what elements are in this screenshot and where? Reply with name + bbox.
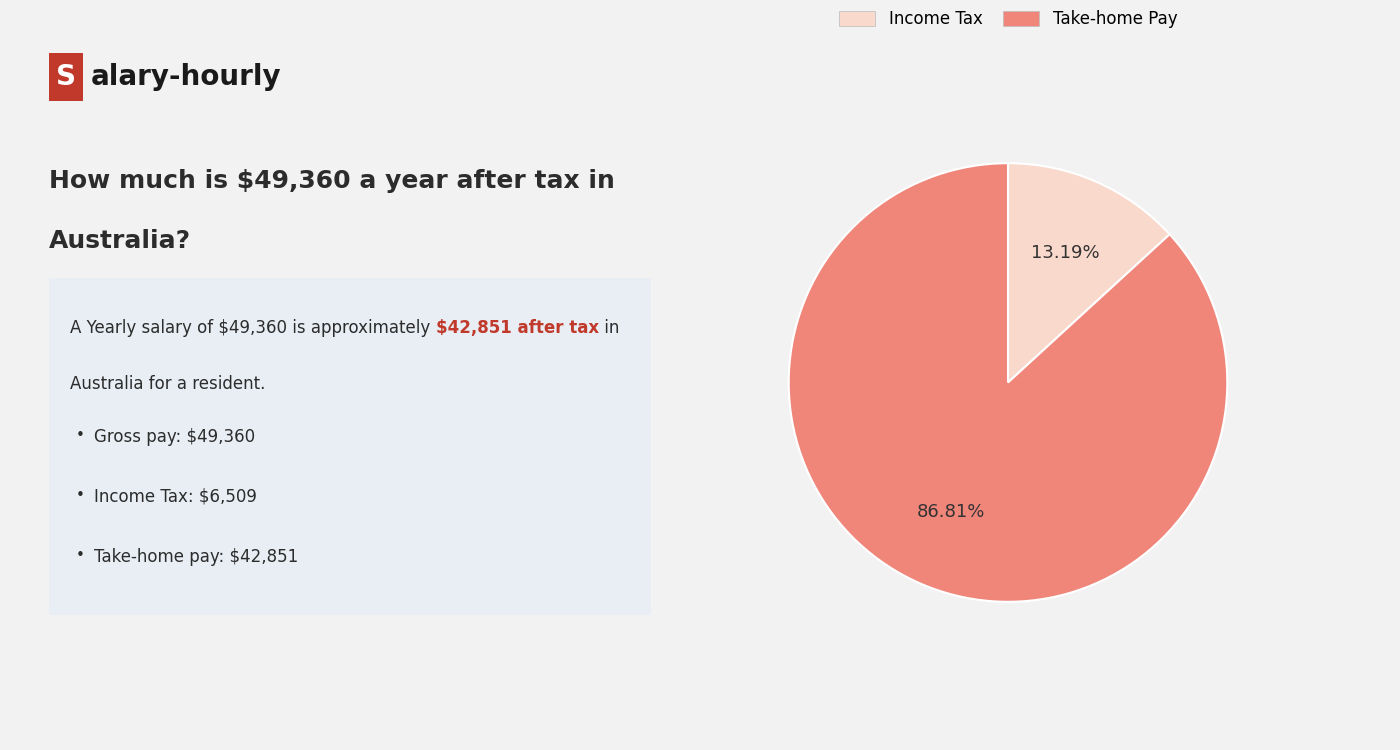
Text: How much is $49,360 a year after tax in: How much is $49,360 a year after tax in [49, 169, 615, 193]
Text: Australia for a resident.: Australia for a resident. [70, 375, 266, 393]
Text: Australia?: Australia? [49, 229, 192, 253]
Text: $42,851 after tax: $42,851 after tax [435, 319, 599, 337]
Text: 86.81%: 86.81% [917, 503, 986, 521]
Text: •: • [76, 488, 85, 502]
Text: 13.19%: 13.19% [1030, 244, 1099, 262]
Text: S: S [56, 63, 76, 91]
Text: alary-hourly: alary-hourly [91, 63, 281, 91]
Text: in: in [599, 319, 619, 337]
Text: Take-home pay: $42,851: Take-home pay: $42,851 [95, 548, 298, 566]
Text: Gross pay: $49,360: Gross pay: $49,360 [95, 427, 256, 445]
FancyBboxPatch shape [49, 278, 651, 615]
Text: Income Tax: $6,509: Income Tax: $6,509 [95, 488, 258, 506]
FancyBboxPatch shape [49, 53, 83, 101]
Text: •: • [76, 427, 85, 442]
Text: •: • [76, 548, 85, 562]
Text: A Yearly salary of $49,360 is approximately: A Yearly salary of $49,360 is approximat… [70, 319, 435, 337]
Wedge shape [1008, 164, 1169, 382]
Wedge shape [788, 164, 1228, 602]
Legend: Income Tax, Take-home Pay: Income Tax, Take-home Pay [832, 4, 1184, 35]
